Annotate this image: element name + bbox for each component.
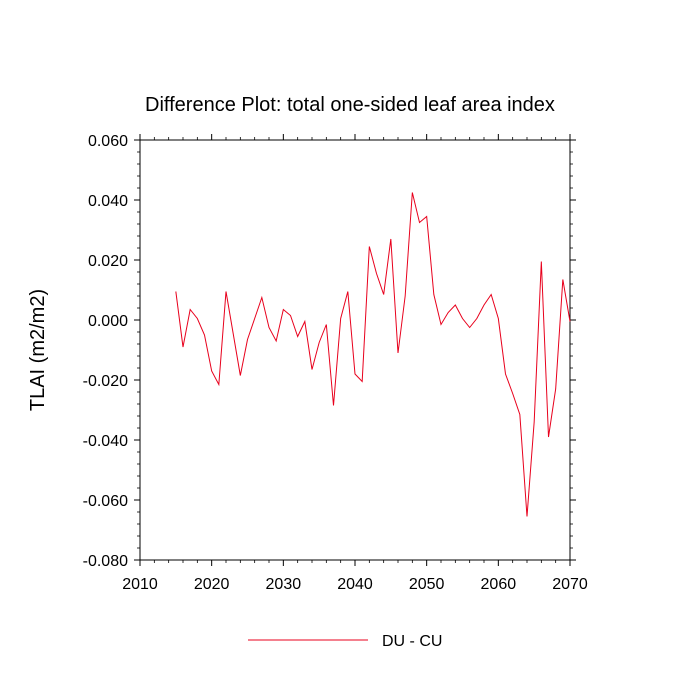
x-tick-label: 2060: [481, 576, 517, 593]
y-tick-label: -0.060: [83, 493, 128, 510]
x-tick-label: 2040: [337, 576, 373, 593]
chart-title: Difference Plot: total one-sided leaf ar…: [145, 94, 555, 116]
x-tick-label: 2070: [552, 576, 588, 593]
legend: DU - CU: [248, 633, 442, 650]
y-tick-label: 0.060: [88, 133, 128, 150]
y-tick-label: -0.080: [83, 553, 128, 570]
y-axis-label: TLAI (m2/m2): [27, 289, 49, 411]
series-group: [175, 192, 571, 517]
x-tick-label: 2050: [409, 576, 445, 593]
legend-label: DU - CU: [382, 633, 442, 650]
series-line: [175, 192, 571, 517]
y-tick-label: -0.020: [83, 373, 128, 390]
x-tick-label: 2030: [266, 576, 302, 593]
axes: 2010 2020 2030 2040 2050 2060 2070 -0.080 -0.060…: [83, 133, 588, 593]
plot-frame: [139, 139, 571, 561]
y-tick-label: 0.040: [88, 193, 128, 210]
x-tick-label: 2010: [122, 576, 158, 593]
y-tick-label: 0.000: [88, 313, 128, 330]
y-tick-label: 0.020: [88, 253, 128, 270]
x-tick-label: 2020: [194, 576, 230, 593]
y-tick-label: -0.040: [83, 433, 128, 450]
